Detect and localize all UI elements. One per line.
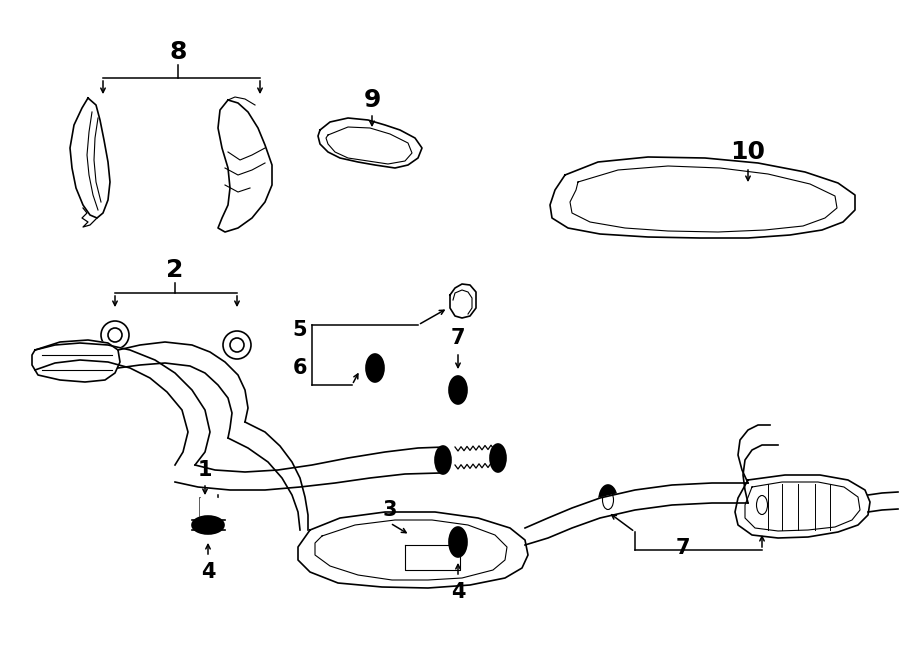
Polygon shape [550, 157, 855, 238]
Text: 8: 8 [169, 40, 186, 64]
Text: 7: 7 [676, 538, 690, 558]
Text: 4: 4 [451, 582, 465, 602]
Polygon shape [318, 118, 422, 168]
Polygon shape [200, 498, 218, 516]
Polygon shape [70, 98, 110, 218]
Ellipse shape [490, 444, 506, 472]
Ellipse shape [599, 485, 617, 515]
Ellipse shape [435, 446, 451, 474]
Polygon shape [298, 512, 528, 588]
Polygon shape [738, 425, 778, 503]
Polygon shape [450, 284, 476, 318]
Polygon shape [218, 100, 272, 232]
Text: 6: 6 [292, 358, 307, 378]
Polygon shape [735, 475, 870, 538]
Ellipse shape [366, 354, 384, 382]
Polygon shape [228, 422, 308, 530]
Text: 7: 7 [451, 328, 465, 348]
Polygon shape [32, 340, 120, 382]
Polygon shape [35, 343, 210, 465]
Polygon shape [175, 447, 445, 490]
Text: 5: 5 [292, 320, 307, 340]
Text: 3: 3 [382, 500, 397, 520]
Polygon shape [525, 483, 748, 545]
Ellipse shape [753, 490, 771, 520]
Ellipse shape [192, 516, 224, 534]
Text: 2: 2 [166, 258, 184, 282]
Ellipse shape [449, 376, 467, 404]
Text: 9: 9 [364, 88, 381, 112]
Text: 1: 1 [198, 460, 212, 480]
Polygon shape [118, 342, 248, 438]
Text: 4: 4 [201, 562, 215, 582]
Text: 10: 10 [731, 140, 766, 164]
Ellipse shape [449, 527, 467, 557]
